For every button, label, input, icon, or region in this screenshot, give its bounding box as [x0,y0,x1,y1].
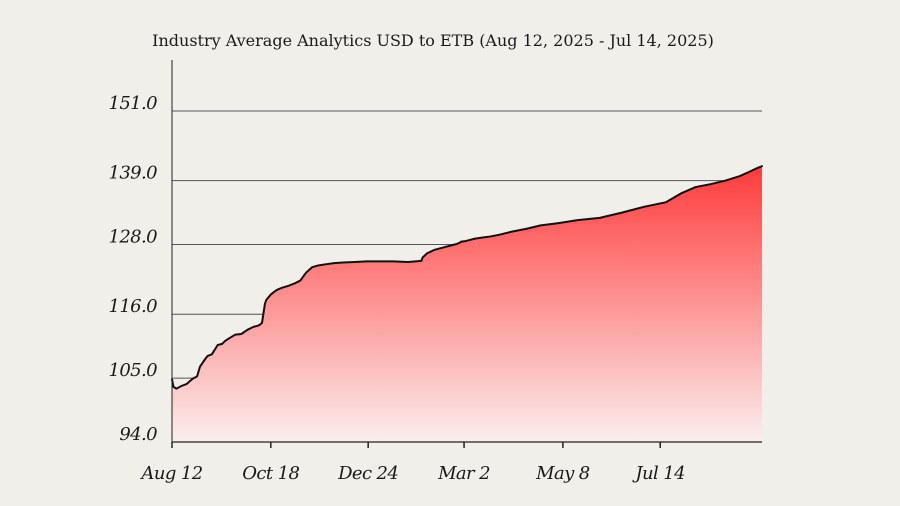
x-tick-label: Oct 18 [242,463,299,484]
y-tick-label: 94.0 [119,424,157,445]
y-tick-label: 116.0 [108,296,157,317]
y-tick-label: 151.0 [108,93,157,114]
x-tick-label: Aug 12 [139,463,202,484]
chart-title: Industry Average Analytics USD to ETB (A… [152,31,714,50]
y-tick-label: 128.0 [108,227,157,248]
area-fill [172,166,762,443]
axis-layer [171,60,762,448]
series-line [171,165,763,390]
y-tick-labels: 94.0 105.0 116.0 128.0 139.0 151.0 [108,93,157,445]
y-tick-label: 105.0 [108,360,157,381]
x-tick-label: Jul 14 [631,463,685,484]
x-tick-labels: Aug 12 Oct 18 Dec 24 Mar 2 May 8 Jul 14 [139,463,685,484]
y-tick-label: 139.0 [108,163,157,184]
x-tick-label: May 8 [535,463,590,484]
x-tick-label: Mar 2 [437,463,490,484]
x-tick-label: Dec 24 [337,463,398,484]
